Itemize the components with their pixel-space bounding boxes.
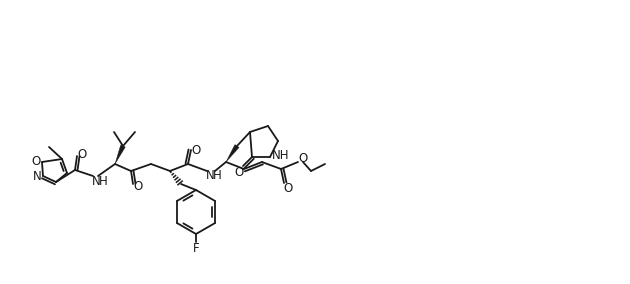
- Text: N: N: [33, 170, 42, 183]
- Text: O: O: [284, 181, 292, 195]
- Polygon shape: [226, 145, 239, 162]
- Text: H: H: [213, 168, 221, 181]
- Text: F: F: [193, 241, 199, 254]
- Text: O: O: [299, 151, 307, 164]
- Text: O: O: [32, 154, 40, 168]
- Text: N: N: [91, 174, 100, 187]
- Text: NH: NH: [272, 149, 290, 162]
- Polygon shape: [115, 145, 125, 164]
- Text: N: N: [205, 168, 214, 181]
- Text: O: O: [234, 166, 244, 179]
- Text: H: H: [99, 174, 107, 187]
- Text: O: O: [134, 179, 142, 193]
- Text: O: O: [77, 147, 87, 160]
- Text: O: O: [192, 143, 200, 156]
